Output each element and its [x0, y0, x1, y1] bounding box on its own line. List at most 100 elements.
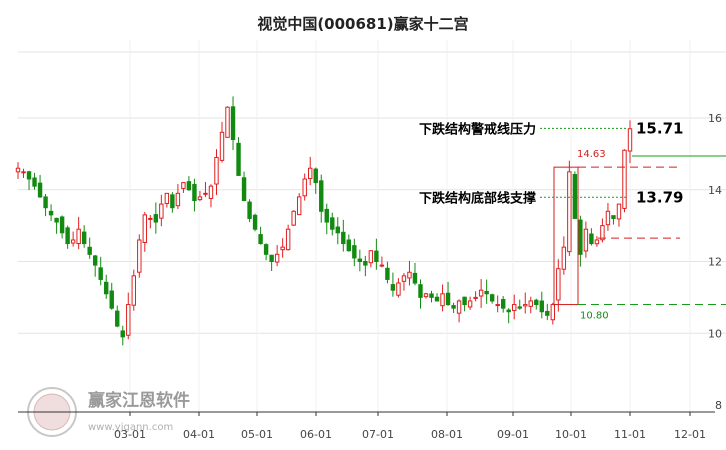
y-tick-label: 10	[708, 327, 722, 340]
candle-body	[622, 149, 627, 209]
candle-body	[269, 254, 274, 263]
x-tick-label: 11-01	[614, 428, 646, 441]
candle-body	[148, 217, 153, 220]
candle-body	[423, 293, 429, 298]
candle-body	[214, 156, 219, 185]
candle-body	[473, 296, 478, 299]
candle-body	[258, 234, 263, 245]
candle-body	[203, 192, 208, 195]
candle-body	[186, 181, 192, 191]
candles	[15, 96, 633, 346]
candle-body	[451, 305, 456, 309]
x-tick-label: 09-01	[497, 428, 529, 441]
candle-body	[37, 182, 43, 198]
candle-body	[263, 244, 269, 255]
x-tick-label: 07-01	[362, 428, 394, 441]
candle-body	[43, 196, 48, 209]
pressure-label: 下跌结构警戒线压力	[419, 121, 536, 137]
pressure-value: 15.71	[636, 119, 683, 137]
candle-body	[401, 275, 407, 282]
candle-body	[556, 268, 561, 301]
candle-body	[98, 267, 103, 280]
candle-body	[572, 174, 578, 219]
candle-body	[346, 239, 352, 252]
candle-body	[517, 306, 522, 309]
candle-body	[319, 180, 324, 212]
candle-body	[170, 194, 175, 209]
candle-body	[434, 296, 440, 302]
candle-body	[495, 304, 500, 307]
box-low-value: 10.80	[580, 311, 609, 322]
candle-body	[429, 293, 434, 298]
candle-body	[512, 304, 517, 311]
candle-body	[534, 299, 539, 306]
x-tick-label: 03-01	[114, 428, 146, 441]
candle-body	[330, 217, 335, 230]
candle-body	[600, 225, 605, 241]
candle-body	[561, 246, 567, 270]
candle-body	[445, 292, 451, 306]
candle-body	[578, 219, 583, 255]
candle-body	[109, 290, 114, 309]
candle-body	[456, 300, 462, 314]
candle-body	[181, 182, 186, 189]
candle-body	[120, 330, 125, 338]
candle-body	[208, 185, 214, 199]
candle-body	[440, 293, 445, 307]
candle-body	[390, 284, 396, 291]
candle-body	[76, 228, 81, 245]
candle-body	[241, 177, 247, 202]
grid-lines	[18, 40, 726, 412]
candle-body	[357, 258, 363, 262]
candle-body	[324, 208, 329, 223]
candle-body	[26, 171, 32, 180]
candle-body	[374, 250, 379, 262]
candle-body	[539, 300, 544, 313]
candle-body	[230, 106, 236, 141]
candle-body	[583, 228, 589, 252]
candle-body	[142, 214, 148, 244]
candle-body	[126, 304, 131, 336]
candle-body	[21, 171, 26, 174]
candle-body	[379, 264, 385, 267]
watermark-url: www.yjgann.com	[88, 422, 173, 433]
candle-body	[65, 227, 70, 245]
candle-body	[467, 300, 473, 308]
y-axis: 8 10 12 14 16	[708, 112, 722, 412]
candle-body	[616, 203, 622, 220]
candle-body	[236, 142, 241, 176]
support-value: 13.79	[636, 188, 683, 206]
x-tick-label: 10-01	[555, 428, 587, 441]
x-axis: 03-01 04-01 05-01 06-01 07-01 08-01 09-01 10-01…	[18, 411, 715, 441]
y-tick-label: 14	[708, 184, 722, 197]
candle-body	[341, 231, 346, 245]
candle-body	[280, 246, 285, 251]
candle-body	[131, 275, 136, 306]
candle-body	[32, 177, 37, 187]
overlays: 14.63 10.80 下跌结构警戒线压力 15.71 下跌结构底部线支撑 13.79	[419, 119, 726, 322]
candle-body	[594, 239, 600, 245]
candle-body	[368, 250, 374, 264]
candle-body	[335, 226, 340, 234]
candle-body	[291, 210, 296, 226]
candle-body	[296, 196, 302, 216]
candle-body	[159, 203, 164, 219]
candle-body	[302, 178, 307, 197]
box-high-value: 14.63	[577, 149, 606, 160]
candle-body	[92, 255, 98, 266]
candle-body	[385, 267, 390, 280]
candle-body	[15, 167, 21, 173]
candle-body	[313, 168, 318, 184]
candle-body	[489, 294, 495, 302]
x-tick-label: 08-01	[431, 428, 463, 441]
candle-body	[175, 192, 181, 207]
candle-body	[192, 183, 197, 202]
candle-body	[115, 310, 120, 327]
candle-body	[252, 214, 258, 230]
candle-body	[550, 304, 556, 321]
candle-body	[59, 216, 65, 234]
candle-body	[197, 196, 203, 201]
range-box	[553, 166, 579, 306]
candle-body	[274, 253, 280, 263]
